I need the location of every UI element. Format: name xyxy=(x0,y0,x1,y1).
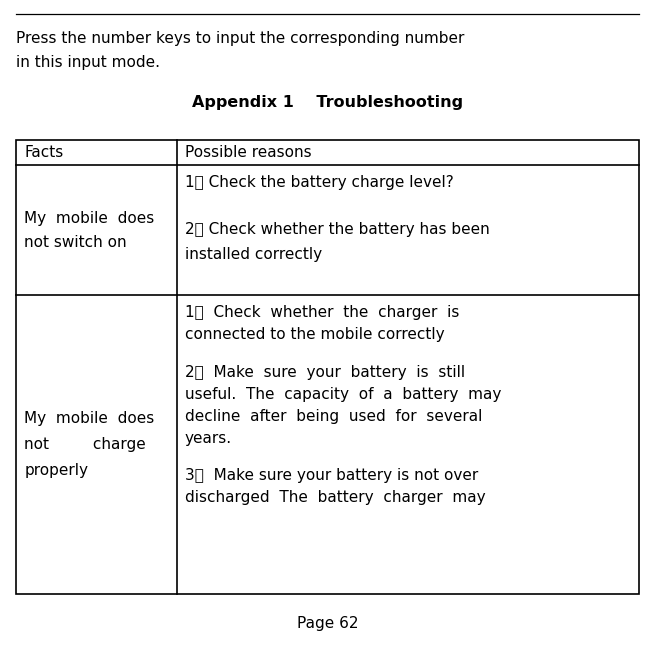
Text: Appendix 1    Troubleshooting: Appendix 1 Troubleshooting xyxy=(192,95,463,110)
Text: installed correctly: installed correctly xyxy=(185,247,322,262)
Text: not switch on: not switch on xyxy=(24,234,127,250)
Text: 2、 Check whether the battery has been: 2、 Check whether the battery has been xyxy=(185,222,489,237)
Text: Facts: Facts xyxy=(24,145,64,160)
Text: Page 62: Page 62 xyxy=(297,615,358,631)
Text: My  mobile  does: My mobile does xyxy=(24,411,155,426)
Text: connected to the mobile correctly: connected to the mobile correctly xyxy=(185,327,444,342)
Text: My  mobile  does: My mobile does xyxy=(24,211,155,227)
Text: in this input mode.: in this input mode. xyxy=(16,55,160,70)
Text: useful.  The  capacity  of  a  battery  may: useful. The capacity of a battery may xyxy=(185,387,501,402)
Text: Possible reasons: Possible reasons xyxy=(185,145,311,160)
Text: 1、 Check the battery charge level?: 1、 Check the battery charge level? xyxy=(185,175,453,190)
Text: 1、  Check  whether  the  charger  is: 1、 Check whether the charger is xyxy=(185,305,459,320)
Text: not         charge: not charge xyxy=(24,437,146,452)
Text: discharged  The  battery  charger  may: discharged The battery charger may xyxy=(185,491,485,506)
Text: properly: properly xyxy=(24,463,88,478)
Text: 2、  Make  sure  your  battery  is  still: 2、 Make sure your battery is still xyxy=(185,365,465,380)
Text: years.: years. xyxy=(185,431,232,446)
Bar xyxy=(16,140,639,594)
Text: Press the number keys to input the corresponding number: Press the number keys to input the corre… xyxy=(16,31,465,46)
Text: 3、  Make sure your battery is not over: 3、 Make sure your battery is not over xyxy=(185,469,478,484)
Text: decline  after  being  used  for  several: decline after being used for several xyxy=(185,409,482,424)
